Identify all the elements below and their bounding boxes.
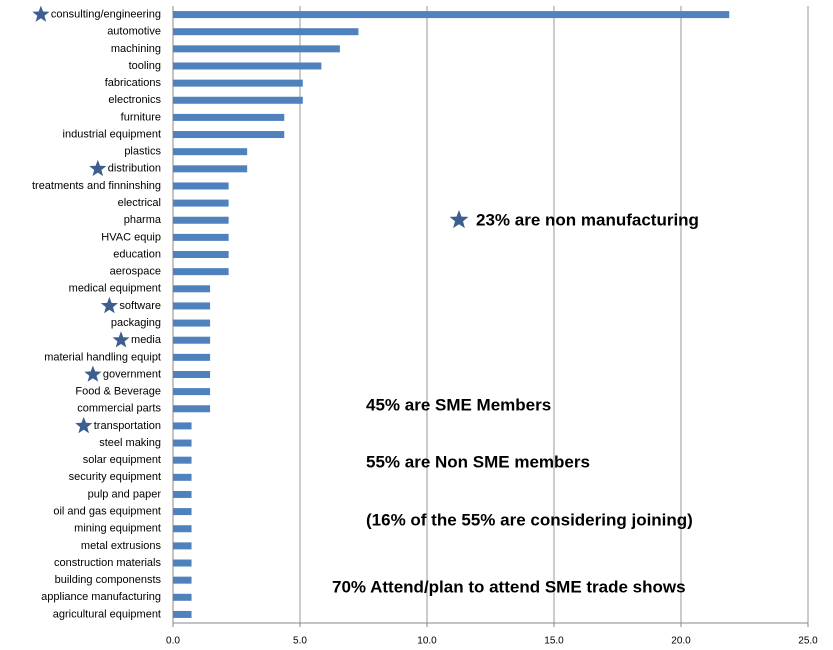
y-tick-label: distribution [108, 163, 161, 175]
bar [173, 302, 211, 310]
x-tick-label: 25.0 [798, 636, 818, 647]
star-icon [75, 416, 93, 434]
bar [173, 405, 211, 413]
bar [173, 370, 211, 378]
annotation: 55% are Non SME members [366, 452, 590, 471]
y-tick-label: electronics [108, 94, 161, 106]
bar [173, 113, 285, 121]
y-tick-label: tooling [129, 60, 161, 72]
bar [173, 148, 248, 156]
annotation: (16% of the 55% are considering joining) [366, 510, 693, 529]
y-tick-label: medical equipment [69, 283, 161, 295]
y-tick-label: agricultural equipment [53, 608, 161, 620]
bar [173, 353, 211, 361]
y-tick-label: plastics [124, 146, 161, 158]
x-tick-label: 5.0 [293, 636, 307, 647]
y-tick-label: commercial parts [77, 403, 161, 415]
y-tick-label: aerospace [110, 266, 161, 278]
bar [173, 45, 340, 53]
bar [173, 11, 730, 19]
bar [173, 96, 303, 104]
y-tick-label: consulting/engineering [51, 8, 161, 20]
y-tick-label: metal extrusions [81, 540, 162, 552]
x-tick-label: 10.0 [417, 636, 437, 647]
y-tick-label: packaging [111, 317, 161, 329]
bar [173, 593, 192, 601]
annotation: 70% Attend/plan to attend SME trade show… [332, 577, 686, 596]
x-tick-label: 0.0 [166, 636, 180, 647]
bar [173, 233, 229, 241]
bar [173, 268, 229, 276]
star-icon [449, 210, 469, 229]
y-tick-label: furniture [121, 111, 161, 123]
bar [173, 28, 359, 36]
bar [173, 490, 192, 498]
bar [173, 542, 192, 550]
y-tick-label: industrial equipment [63, 128, 161, 140]
bar [173, 216, 229, 224]
y-tick-label: solar equipment [83, 454, 161, 466]
y-tick-label: steel making [99, 437, 161, 449]
y-tick-label: building componensts [55, 574, 162, 586]
bar [173, 251, 229, 259]
y-tick-label: transportation [94, 420, 161, 432]
bar [173, 319, 211, 327]
bar [173, 610, 192, 618]
bar [173, 199, 229, 207]
bar [173, 508, 192, 516]
bar [173, 182, 229, 190]
y-tick-label: machining [111, 43, 161, 55]
star-icon [100, 296, 118, 314]
star-icon [89, 159, 107, 177]
y-tick-label: Food & Beverage [75, 386, 161, 398]
bar [173, 336, 211, 344]
y-tick-label: security equipment [69, 471, 161, 483]
y-tick-label: construction materials [54, 557, 161, 569]
y-tick-label: oil and gas equipment [53, 506, 161, 518]
bar [173, 559, 192, 567]
star-icon [32, 5, 50, 22]
y-tick-label: automotive [107, 26, 161, 38]
y-tick-label: pharma [124, 214, 162, 226]
bar [173, 131, 285, 139]
bar [173, 422, 192, 430]
y-tick-label: HVAC equip [101, 231, 161, 243]
star-icon [112, 331, 130, 348]
x-tick-label: 20.0 [671, 636, 691, 647]
y-tick-label: pulp and paper [88, 488, 162, 500]
y-tick-label: material handling equipt [44, 351, 161, 363]
y-tick-label: appliance manufacturing [41, 591, 161, 603]
bar [173, 79, 303, 87]
bar [173, 388, 211, 396]
y-tick-label: mining equipment [74, 523, 161, 535]
bar [173, 165, 248, 173]
y-tick-label: fabrications [105, 77, 162, 89]
bar [173, 456, 192, 464]
x-tick-label: 15.0 [544, 636, 564, 647]
annotation: 45% are SME Members [366, 395, 551, 414]
bar [173, 473, 192, 481]
star-icon [84, 365, 102, 382]
y-tick-label: software [119, 300, 161, 312]
bar [173, 285, 211, 293]
y-tick-label: media [131, 334, 162, 346]
y-tick-label: treatments and finninshing [32, 180, 161, 192]
annotation: 23% are non manufacturing [476, 210, 699, 229]
bar [173, 439, 192, 447]
y-tick-label: education [113, 248, 161, 260]
bar [173, 62, 322, 70]
y-tick-label: government [103, 368, 161, 380]
y-tick-label: electrical [118, 197, 161, 209]
bar [173, 576, 192, 584]
bar [173, 525, 192, 533]
